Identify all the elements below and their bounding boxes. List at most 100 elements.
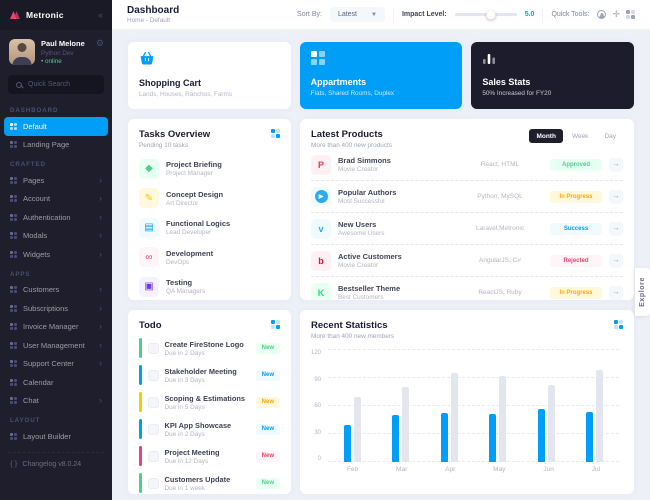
sidebar-item-invoice-manager[interactable]: Invoice Manager ›: [0, 318, 112, 337]
divider: [392, 7, 394, 22]
user-name[interactable]: Paul Melone: [41, 39, 85, 48]
chevron-right-icon: ›: [99, 321, 102, 332]
sidebar-item-authentication[interactable]: Authentication ›: [0, 208, 112, 227]
main-area: Dashboard Home - Default Sort By: Latest…: [112, 0, 650, 500]
authentication-icon: [10, 213, 17, 221]
calendar-icon: [10, 378, 17, 386]
chevron-down-icon: ▼: [371, 11, 377, 18]
section-label-crafted: CRAFTED: [10, 161, 46, 168]
brand-bar: Metronic «: [0, 0, 112, 30]
more-options-icon[interactable]: [271, 320, 280, 329]
sidebar-item-landing-page[interactable]: Landing Page ›: [0, 136, 112, 155]
tab-day[interactable]: Day: [604, 132, 616, 140]
arrow-button[interactable]: →: [609, 253, 623, 268]
chevron-right-icon: ›: [99, 358, 102, 369]
new-badge: New: [255, 423, 280, 435]
apps-grid-icon[interactable]: [626, 10, 635, 19]
product-row-bestseller-theme: K Bestseller Theme Best Customers ReactJ…: [311, 277, 623, 300]
sidebar-item-pages[interactable]: Pages ›: [0, 171, 112, 190]
arrow-button[interactable]: →: [609, 221, 623, 236]
todo-row-project-meeting: Project Meeting Due in 12 Days New: [139, 446, 280, 466]
sidebar-item-account[interactable]: Account ›: [0, 190, 112, 209]
move-icon[interactable]: ✛: [612, 9, 620, 19]
tab-week[interactable]: Week: [571, 132, 589, 140]
priority-bar: [139, 446, 142, 466]
impact-level-slider[interactable]: [454, 10, 517, 19]
todo-row-create-firestone-logo: Create FireStone Logo Due in 2 Days New: [139, 338, 280, 358]
todo-row-customers-update: Customers Update Due in 1 week New: [139, 473, 280, 493]
sales-stats-card[interactable]: Sales Stats 50% Increased for FY20: [471, 42, 634, 109]
sort-select[interactable]: Latest ▼: [329, 7, 385, 22]
todo-checkbox[interactable]: [147, 342, 159, 354]
more-options-icon[interactable]: [271, 129, 280, 138]
sidebar-item-modals[interactable]: Modals ›: [0, 227, 112, 246]
vimeo-icon: v: [311, 218, 331, 239]
arrow-button[interactable]: →: [609, 285, 623, 300]
shopping-cart-card[interactable]: Shopping Cart Lands, Houses, Ranchos, Fa…: [128, 42, 291, 109]
sidebar-item-chat[interactable]: Chat ›: [0, 392, 112, 411]
shopping-basket-icon: [140, 51, 154, 65]
sidebar-nav: DASHBOARD Default › Landing Page › CRAFT…: [0, 100, 112, 500]
new-badge: New: [255, 342, 280, 354]
sidebar-toggle-icon[interactable]: «: [97, 10, 103, 20]
new-badge: New: [255, 396, 280, 408]
new-badge: New: [255, 477, 280, 489]
search-placeholder: Quick Search: [28, 81, 71, 88]
products-subtitle: More than 400 new products: [311, 142, 392, 149]
modals-icon: [10, 232, 17, 240]
todo-checkbox[interactable]: [147, 396, 159, 408]
todo-checkbox[interactable]: [147, 477, 159, 489]
appartments-card[interactable]: Appartments Flats, Shared Rooms, Duplex: [299, 42, 463, 109]
subscriptions-icon: [10, 304, 17, 312]
user-icon[interactable]: [597, 10, 607, 19]
bar: [596, 369, 604, 462]
explore-tab[interactable]: Explore: [635, 268, 650, 316]
bar: [343, 424, 351, 462]
slider-knob[interactable]: [486, 10, 496, 19]
arrow-button[interactable]: →: [609, 189, 623, 204]
todo-checkbox[interactable]: [147, 450, 159, 462]
sort-by-label: Sort By:: [297, 11, 322, 18]
search-input[interactable]: Quick Search: [8, 75, 104, 94]
chat-bubble-icon: ▤: [139, 217, 159, 238]
pages-icon: [10, 176, 17, 184]
bar: [402, 387, 410, 462]
status-badge: Approved: [550, 158, 602, 171]
widgets-icon: [10, 250, 17, 258]
sidebar-item-customers[interactable]: Customers ›: [0, 281, 112, 300]
todo-checkbox[interactable]: [147, 423, 159, 435]
breadcrumb[interactable]: Home - Default: [127, 17, 171, 25]
changelog-link[interactable]: { } Changelog v8.0.24: [8, 451, 104, 476]
chart-plot: [328, 349, 619, 462]
chevron-right-icon: ›: [99, 302, 102, 313]
sidebar-item-calendar[interactable]: Calendar ›: [0, 373, 112, 392]
dashboard-icon: [10, 122, 17, 130]
gear-icon[interactable]: ⚙: [95, 38, 104, 48]
todo-checkbox[interactable]: [147, 369, 159, 381]
briefing-icon: ◆: [139, 158, 159, 179]
sidebar-item-widgets[interactable]: Widgets ›: [0, 245, 112, 264]
task-row-concept-design: ✎ Concept Design Art Director: [139, 188, 280, 208]
chart-y-axis: 120 90 60 30 0: [311, 350, 322, 462]
sidebar-item-layout-builder[interactable]: Layout Builder ›: [0, 427, 112, 446]
period-tabs: Month Week Day: [529, 129, 623, 143]
bar-chart-icon: [483, 54, 496, 64]
avatar[interactable]: [9, 39, 35, 65]
tab-month[interactable]: Month: [529, 129, 563, 143]
arrow-button[interactable]: →: [609, 157, 623, 172]
bar: [547, 385, 555, 462]
todo-row-kpi-app-showcase: KPI App Showcase Due in 2 Days New: [139, 419, 280, 439]
sidebar-item-user-management[interactable]: User Management ›: [0, 336, 112, 355]
chevron-right-icon: ›: [99, 248, 102, 259]
todo-card: Todo Create FireStone Logo Due in 2 Days: [128, 310, 291, 494]
sidebar-item-subscriptions[interactable]: Subscriptions ›: [0, 299, 112, 318]
layout-builder-icon: [10, 432, 17, 440]
chevron-right-icon: ›: [99, 211, 102, 222]
more-options-icon[interactable]: [614, 320, 623, 329]
products-title: Latest Products: [311, 129, 383, 140]
divider: [542, 7, 544, 22]
recent-statistics-card: Recent Statistics More than 400 new memb…: [300, 310, 634, 494]
new-badge: New: [255, 450, 280, 462]
sidebar-item-support-center[interactable]: Support Center ›: [0, 355, 112, 374]
sidebar-item-default[interactable]: Default ›: [4, 117, 108, 136]
